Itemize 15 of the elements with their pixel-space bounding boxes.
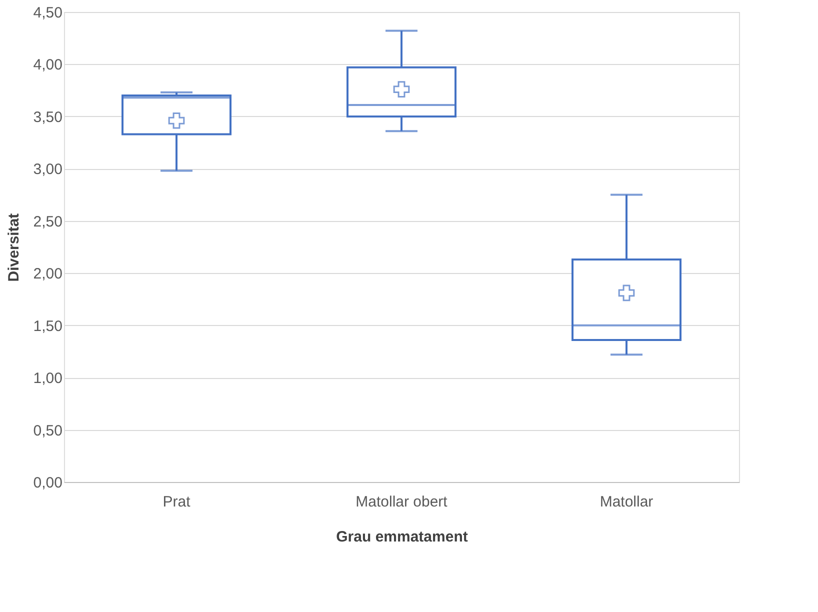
x-axis-title: Grau emmatament bbox=[336, 528, 468, 546]
y-tick-label: 3,50 bbox=[33, 108, 62, 126]
x-tick-label: Prat bbox=[162, 494, 192, 510]
y-tick-label: 0,00 bbox=[33, 474, 62, 492]
y-tick-label: 4,50 bbox=[33, 4, 62, 22]
y-tick-label: 4,00 bbox=[33, 56, 62, 74]
x-tick-label: Matollar obert bbox=[356, 494, 448, 510]
y-axis-title: Diversitat bbox=[5, 213, 22, 282]
y-tick-label: 2,00 bbox=[33, 266, 62, 283]
y-tick-label: 3,00 bbox=[33, 161, 62, 178]
x-tick-label: Matollar bbox=[600, 494, 654, 510]
y-tick-label: 1,00 bbox=[33, 370, 62, 388]
y-tick-label: 0,50 bbox=[33, 422, 62, 440]
y-tick-label: 2,50 bbox=[33, 213, 62, 230]
y-tick-label: 1,50 bbox=[33, 318, 62, 335]
